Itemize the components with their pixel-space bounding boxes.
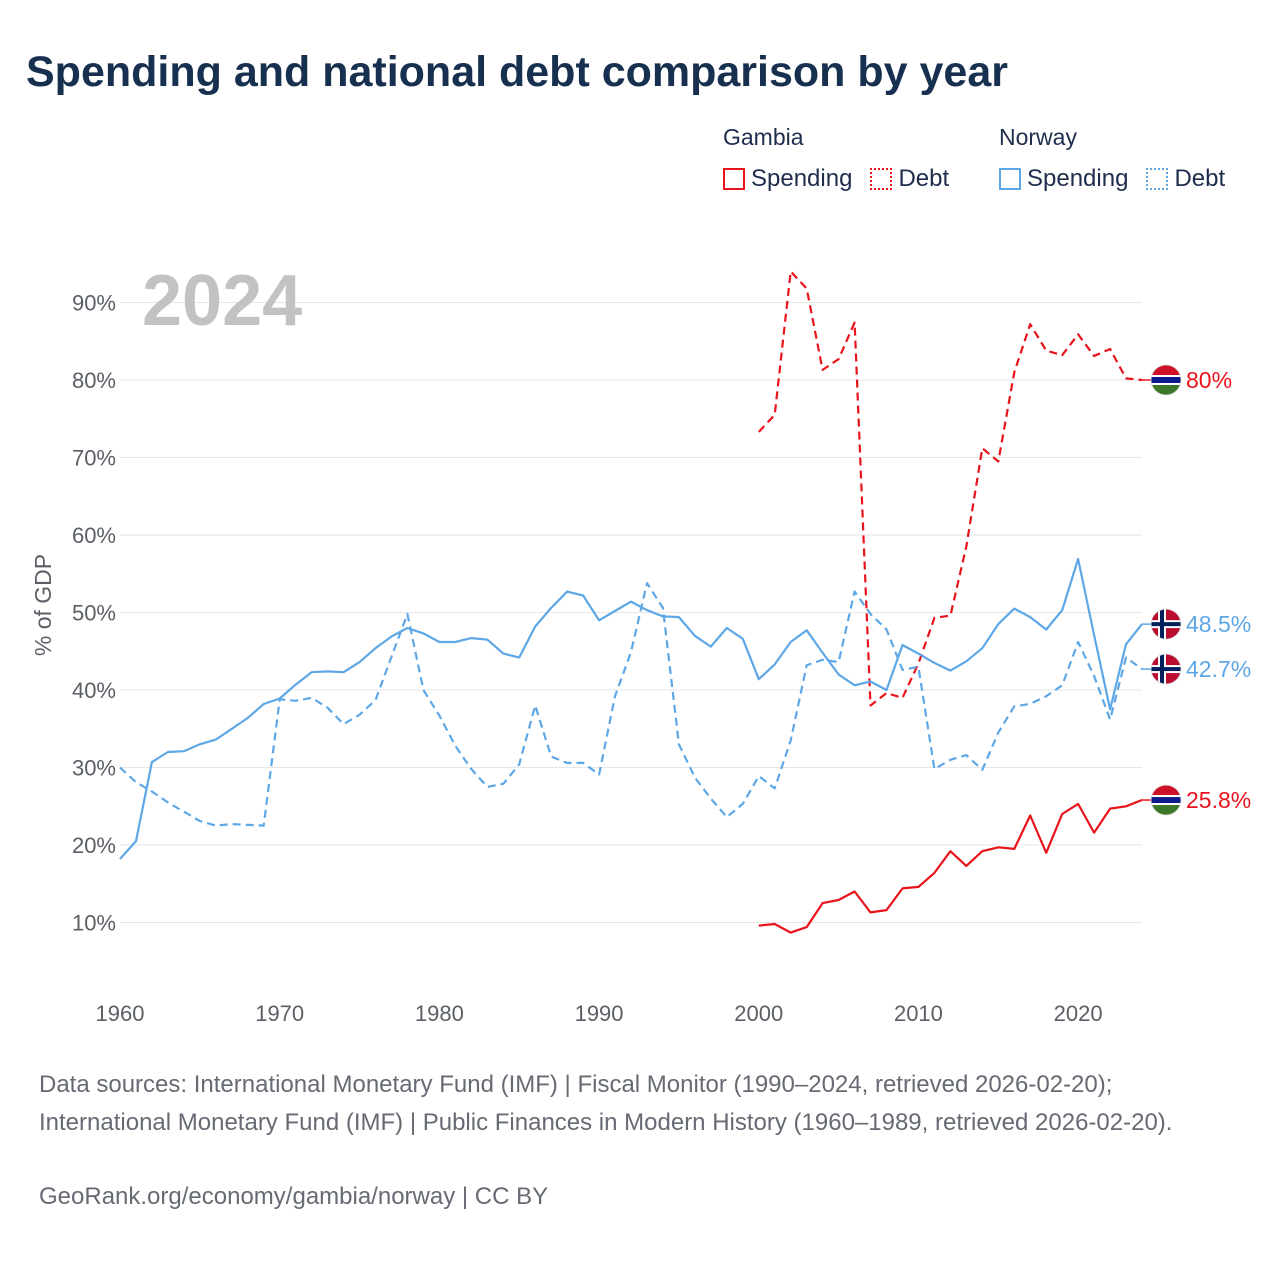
legend-group-norway: Norway Spending Debt <box>999 124 1225 193</box>
end-value-label: 25.8% <box>1186 787 1251 813</box>
chart-title: Spending and national debt comparison by… <box>26 48 1008 96</box>
line-chart: 2024 % of GDP 10% 20% 30% 40% 50% 60% 70% 80% 90… <box>30 261 1251 1026</box>
legend-label: Spending <box>1027 165 1129 192</box>
legend-swatch-dotted <box>870 168 893 190</box>
credit-link[interactable]: GeoRank.org/economy/gambia/norway | CC B… <box>39 1183 549 1210</box>
legend-label: Spending <box>751 165 853 192</box>
norway-flag-icon <box>1151 609 1181 640</box>
legend-swatch-solid <box>999 168 1021 190</box>
legend-label: Debt <box>898 165 950 192</box>
legend-group-gambia: Gambia Spending Debt <box>723 124 949 193</box>
y-tick-label: 60% <box>72 523 116 548</box>
y-axis-label: % of GDP <box>30 554 56 656</box>
end-value-label: 42.7% <box>1186 656 1251 682</box>
flag-outline <box>1150 784 1182 816</box>
legend-label: Debt <box>1174 165 1226 192</box>
end-value-label: 48.5% <box>1186 611 1251 637</box>
x-tick-label: 2000 <box>734 1001 783 1026</box>
end-markers: 25.8% 80% 48.5% 42.7% <box>1142 364 1251 816</box>
x-tick-label: 2020 <box>1054 1001 1103 1026</box>
y-tick-label: 90% <box>72 291 116 316</box>
x-tick-label: 1970 <box>255 1001 304 1026</box>
end-value-label: 80% <box>1186 367 1232 393</box>
series-lines <box>119 270 1143 934</box>
x-tick-label: 2010 <box>894 1001 943 1026</box>
series-line-gambia-spending[interactable] <box>758 798 1143 934</box>
series-line-norway-spending[interactable] <box>119 557 1143 860</box>
legend-item-gambia-debt[interactable]: Debt <box>870 165 949 193</box>
legend-item-gambia-spending[interactable]: Spending <box>723 165 852 193</box>
legend-item-norway-spending[interactable]: Spending <box>999 165 1128 193</box>
x-tick-label: 1990 <box>575 1001 624 1026</box>
x-tick-label: 1960 <box>96 1001 145 1026</box>
flag-outline <box>1150 364 1182 396</box>
legend-title-gambia: Gambia <box>723 124 804 150</box>
y-axis-ticks: 10% 20% 30% 40% 50% 60% 70% 80% 90% <box>72 291 116 936</box>
y-tick-label: 20% <box>72 833 116 858</box>
y-tick-label: 40% <box>72 678 116 703</box>
y-tick-label: 30% <box>72 756 116 781</box>
y-tick-label: 10% <box>72 911 116 936</box>
gambia-flag-icon <box>1151 785 1181 816</box>
legend-title-norway: Norway <box>999 124 1077 150</box>
x-axis-ticks: 1960 1970 1980 1990 2000 2010 2020 <box>96 1001 1103 1026</box>
y-tick-label: 80% <box>72 368 116 393</box>
flag-outline <box>1150 608 1182 640</box>
year-watermark: 2024 <box>142 261 302 341</box>
series-line-gambia-debt[interactable] <box>757 270 1143 707</box>
legend-item-norway-debt[interactable]: Debt <box>1146 165 1225 193</box>
gambia-flag-icon <box>1151 365 1181 395</box>
y-tick-label: 70% <box>72 446 116 471</box>
y-tick-label: 50% <box>72 601 116 626</box>
flag-outline <box>1150 653 1182 685</box>
legend-swatch-solid <box>723 168 745 190</box>
gridlines <box>120 302 1142 923</box>
data-source-note: Data sources: International Monetary Fun… <box>39 1071 1173 1136</box>
norway-flag-icon <box>1151 654 1181 685</box>
series-line-norway-debt[interactable] <box>119 581 1143 827</box>
x-tick-label: 1980 <box>415 1001 464 1026</box>
legend-swatch-dotted <box>1146 168 1169 190</box>
